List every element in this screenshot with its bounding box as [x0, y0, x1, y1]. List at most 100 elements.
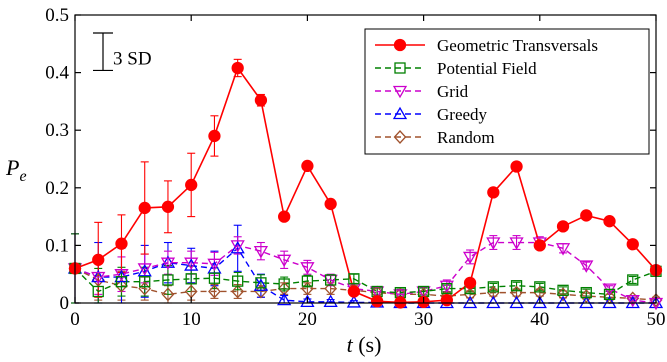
data-point-grid	[625, 294, 640, 308]
data-point-grid	[230, 240, 245, 253]
x-tick-label: 30	[414, 309, 433, 330]
data-point-potential-field	[92, 285, 104, 298]
data-point-greedy	[509, 295, 524, 309]
legend-item-geometric-transversals: Geometric Transversals	[375, 36, 598, 55]
data-point-potential-field	[232, 275, 244, 287]
data-point-grid	[277, 254, 292, 268]
data-point-grid	[300, 262, 315, 275]
data-point-potential-field	[580, 286, 592, 299]
data-point-grid	[462, 251, 478, 265]
legend-marker	[392, 106, 408, 120]
data-point-geometric-transversals	[231, 61, 244, 75]
legend-marker	[394, 62, 406, 74]
legend-label: Grid	[437, 82, 469, 101]
legend: Geometric Transversals Potential Field Gri…	[364, 28, 650, 155]
legend-marker	[393, 130, 407, 144]
data-point-geometric-transversals	[347, 285, 361, 298]
data-point-geometric-transversals	[626, 238, 639, 251]
y-axis-label: Pe	[5, 155, 27, 185]
data-point-potential-field	[185, 273, 197, 285]
data-point-greedy	[648, 295, 664, 309]
data-point-grid	[137, 263, 152, 276]
data-point-random	[161, 287, 175, 302]
data-point-grid	[91, 271, 106, 285]
data-point-potential-field	[487, 281, 499, 293]
legend-item-greedy: Greedy	[375, 105, 488, 124]
y-tick-label: 0.3	[45, 120, 69, 141]
data-point-geometric-transversals	[440, 293, 453, 307]
data-point-greedy	[184, 258, 199, 271]
data-point-geometric-transversals	[580, 209, 593, 222]
data-point-grid	[579, 260, 594, 273]
data-point-greedy	[462, 295, 478, 309]
x-tick-label: 20	[298, 309, 317, 330]
data-point-grid	[486, 237, 501, 250]
data-point-potential-field	[441, 282, 453, 295]
legend-item-random: Random	[375, 128, 495, 147]
data-point-potential-field	[534, 281, 546, 293]
data-point-grid	[393, 289, 408, 302]
series-line-potential-field	[74, 267, 657, 296]
data-point-geometric-transversals	[301, 159, 314, 173]
data-point-geometric-transversals	[185, 178, 198, 192]
data-point-potential-field	[255, 277, 267, 289]
y-tick-label: 0.1	[45, 235, 69, 256]
data-point-geometric-transversals	[254, 94, 268, 107]
y-tick-label: 0	[60, 293, 70, 314]
axis-ticks	[74, 14, 657, 304]
y-tick-label: 0.5	[45, 5, 69, 26]
data-point-grid	[160, 257, 176, 270]
data-point-random	[626, 291, 640, 306]
data-point-geometric-transversals	[370, 295, 384, 308]
x-tick-label: 50	[647, 309, 666, 330]
data-point-geometric-transversals	[533, 239, 546, 252]
data-point-greedy	[160, 255, 176, 268]
data-point-greedy	[300, 294, 315, 307]
data-point-greedy	[346, 295, 362, 308]
data-point-potential-field	[603, 288, 616, 301]
legend-item-potential-field: Potential Field	[375, 59, 537, 78]
legend-item-grid: Grid	[375, 82, 469, 101]
scale-bar: 3 SD	[93, 32, 152, 72]
data-point-geometric-transversals	[487, 186, 500, 199]
data-point-random	[115, 278, 128, 293]
data-point-potential-field	[557, 284, 569, 296]
data-point-potential-field	[115, 276, 128, 288]
data-point-greedy	[277, 292, 292, 306]
data-point-greedy	[91, 269, 106, 283]
data-point-random	[231, 284, 245, 299]
data-point-geometric-transversals	[556, 220, 570, 233]
data-point-greedy	[532, 295, 547, 309]
error-bar-potential-field	[628, 275, 637, 284]
data-point-potential-field	[510, 280, 523, 292]
data-point-greedy	[555, 295, 571, 309]
data-point-potential-field	[139, 276, 151, 288]
data-point-random	[486, 285, 500, 300]
data-point-grid	[439, 280, 454, 294]
data-point-geometric-transversals	[115, 237, 128, 250]
data-point-potential-field	[301, 275, 314, 287]
data-point-greedy	[602, 295, 617, 309]
legend-label: Random	[437, 128, 495, 147]
series-markers	[67, 61, 664, 311]
data-point-potential-field	[208, 272, 221, 284]
data-point-geometric-transversals	[463, 276, 477, 289]
data-point-grid	[509, 237, 524, 250]
data-point-random	[208, 284, 221, 299]
data-point-geometric-transversals	[161, 200, 175, 213]
data-point-potential-field	[162, 274, 174, 286]
data-point-potential-field	[627, 274, 639, 286]
plot-frame	[74, 14, 657, 304]
data-point-greedy	[579, 295, 594, 309]
legend-box	[364, 28, 650, 155]
scale-bar-label: 3 SD	[113, 49, 152, 70]
data-point-greedy	[137, 264, 152, 277]
legend-marker	[392, 85, 408, 99]
data-point-random	[579, 289, 593, 304]
data-point-grid	[253, 246, 269, 259]
data-point-random	[556, 287, 570, 302]
data-point-grid	[184, 257, 199, 270]
data-point-geometric-transversals	[208, 129, 221, 143]
legend-label: Geometric Transversals	[437, 36, 598, 55]
